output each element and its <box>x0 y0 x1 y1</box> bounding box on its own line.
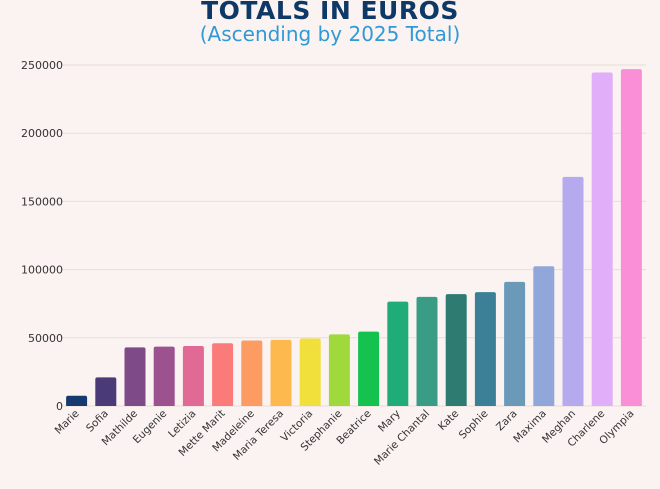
bar <box>562 176 584 406</box>
bar <box>445 294 467 406</box>
bar <box>620 69 642 406</box>
bar <box>474 292 496 406</box>
bar <box>124 347 146 406</box>
category-label: Mary <box>376 408 403 435</box>
bar <box>504 281 526 406</box>
bar <box>66 395 88 406</box>
y-tick-label: 250000 <box>21 59 63 72</box>
bar <box>416 296 438 406</box>
bar <box>95 377 117 406</box>
category-label: Kate <box>436 408 461 433</box>
bar <box>212 343 234 406</box>
bar <box>591 72 613 406</box>
y-tick-label: 100000 <box>21 264 63 277</box>
y-tick-label: 50000 <box>28 332 63 345</box>
bar <box>270 339 292 406</box>
category-label: Sophie <box>457 408 491 442</box>
y-tick-label: 0 <box>56 400 63 413</box>
bar <box>299 338 321 406</box>
bar <box>153 346 175 406</box>
bar <box>387 301 409 406</box>
category-label: Sofia <box>84 408 111 435</box>
y-tick-label: 200000 <box>21 127 63 140</box>
bar <box>241 340 263 406</box>
chart-subtitle: (Ascending by 2025 Total) <box>199 22 461 46</box>
bar <box>358 331 380 406</box>
chart-title: TOTALS IN EUROS <box>201 0 459 25</box>
bar <box>533 266 555 406</box>
category-label: Zara <box>494 408 520 434</box>
bar <box>328 334 350 406</box>
y-tick-label: 150000 <box>21 195 63 208</box>
bar <box>182 345 204 406</box>
